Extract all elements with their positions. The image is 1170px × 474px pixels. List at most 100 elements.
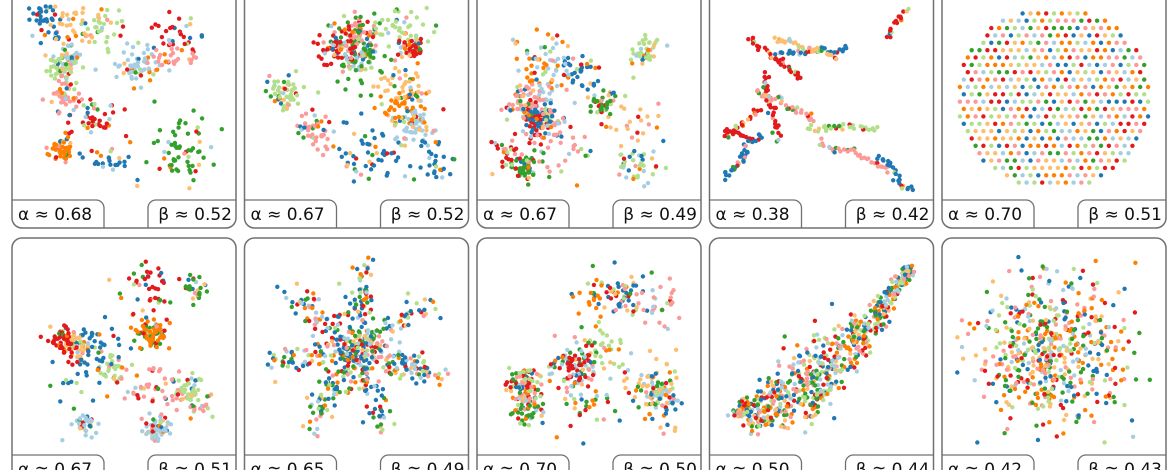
dot — [579, 382, 585, 387]
dot — [1102, 165, 1108, 171]
dot — [1114, 114, 1119, 119]
dot — [993, 121, 998, 127]
dot — [134, 373, 140, 378]
dot — [657, 396, 662, 401]
dot — [433, 373, 438, 378]
dot — [360, 303, 366, 309]
dot — [1087, 33, 1092, 38]
dot — [332, 403, 337, 408]
dot — [168, 422, 174, 427]
dot — [181, 34, 186, 40]
dot — [1016, 180, 1021, 185]
dot — [1071, 180, 1076, 185]
dot — [396, 69, 402, 74]
dot — [781, 346, 786, 351]
dot — [344, 345, 349, 351]
dot — [590, 263, 595, 269]
dot — [323, 367, 329, 372]
dot — [1051, 40, 1057, 45]
dot — [57, 21, 63, 26]
dot — [623, 303, 628, 309]
dot — [1047, 18, 1053, 23]
dot — [44, 68, 49, 74]
dot — [330, 373, 335, 378]
dot — [1095, 399, 1100, 405]
dot — [97, 118, 102, 123]
dot — [890, 279, 895, 285]
dot — [582, 134, 587, 140]
dot — [780, 50, 785, 56]
dot — [1094, 136, 1100, 141]
dot — [559, 169, 564, 174]
dot — [985, 106, 990, 112]
dot — [63, 160, 68, 165]
dot — [803, 391, 808, 396]
label-box — [844, 454, 934, 474]
dot — [182, 41, 187, 47]
dot — [593, 389, 598, 394]
dot — [105, 34, 110, 40]
dot — [1087, 92, 1092, 97]
dot — [837, 344, 842, 349]
dot — [365, 300, 370, 305]
dot — [630, 398, 636, 403]
dot — [157, 166, 162, 171]
dot — [621, 296, 626, 301]
dot — [416, 372, 422, 377]
dot — [526, 113, 532, 118]
dot — [88, 97, 93, 102]
dot — [1087, 321, 1092, 327]
dot — [68, 22, 73, 27]
dot — [742, 412, 747, 417]
dot — [582, 354, 587, 359]
dot — [211, 162, 216, 167]
dot — [658, 284, 663, 290]
dot — [641, 41, 647, 47]
dot — [340, 69, 345, 74]
dot — [973, 114, 978, 119]
dot — [1083, 70, 1088, 75]
dot — [830, 341, 835, 346]
dot — [384, 151, 390, 156]
dot — [122, 107, 127, 112]
dot — [353, 380, 358, 385]
dot — [817, 361, 822, 366]
dot — [53, 72, 59, 77]
dot — [84, 373, 89, 378]
dot — [787, 364, 792, 369]
dot — [404, 299, 409, 305]
dot — [63, 96, 68, 101]
dot — [387, 353, 392, 358]
dot — [981, 99, 986, 104]
dot — [72, 87, 77, 92]
dot — [409, 9, 414, 15]
dot — [281, 97, 286, 103]
dot — [411, 124, 416, 130]
dot — [49, 73, 54, 78]
dot — [645, 374, 650, 379]
dot — [1040, 62, 1045, 68]
dot — [604, 124, 609, 129]
dot — [808, 122, 814, 128]
dot — [311, 291, 316, 296]
dot — [1098, 143, 1104, 148]
dot — [591, 282, 597, 288]
dot — [79, 343, 84, 349]
dot — [1024, 48, 1029, 53]
dot — [397, 376, 403, 381]
dot — [849, 318, 855, 323]
dot — [641, 168, 646, 174]
dot — [542, 45, 547, 50]
dot — [607, 347, 612, 352]
dot — [906, 6, 911, 12]
dot — [814, 376, 820, 381]
dot — [826, 388, 831, 393]
dot — [57, 94, 62, 99]
label-box — [244, 454, 338, 474]
dot — [656, 101, 661, 106]
dot — [373, 144, 378, 149]
dot — [371, 163, 377, 168]
dot — [186, 154, 191, 159]
dot — [996, 158, 1002, 163]
dot — [540, 420, 545, 426]
